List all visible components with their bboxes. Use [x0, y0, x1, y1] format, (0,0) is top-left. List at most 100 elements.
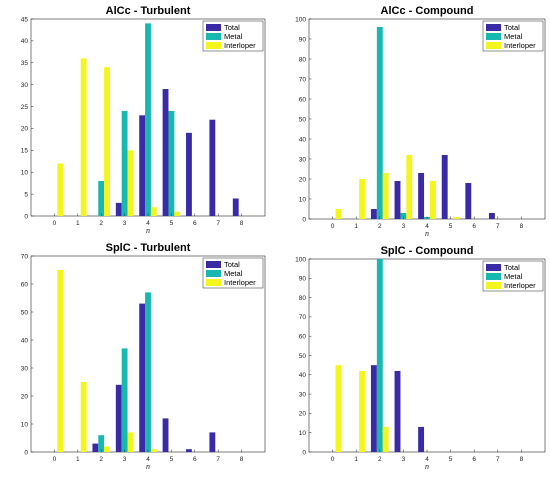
legend-swatch-interloper	[486, 282, 501, 289]
x-tick-label: 3	[123, 220, 127, 227]
y-tick-label: 50	[299, 353, 307, 360]
legend-swatch-metal	[486, 273, 501, 280]
y-tick-label: 0	[24, 213, 28, 220]
bar-total-n2	[92, 443, 99, 452]
legend-label-metal: Metal	[504, 272, 523, 281]
y-tick-label: 50	[299, 116, 307, 123]
x-tick-label: 5	[449, 456, 453, 463]
x-tick-label: 7	[216, 456, 220, 463]
bar-interloper-n3	[127, 150, 134, 216]
y-tick-label: 10	[299, 196, 307, 203]
y-tick-label: 10	[299, 430, 307, 437]
chart-title: AlCc - Compound	[381, 5, 474, 17]
legend-swatch-total	[206, 24, 221, 31]
x-tick-label: 1	[354, 456, 358, 463]
x-tick-label: 0	[331, 456, 335, 463]
bar-metal-n3	[121, 348, 128, 452]
y-tick-label: 60	[21, 281, 29, 288]
y-tick-label: 100	[295, 16, 306, 23]
legend-label-interloper: Interloper	[504, 281, 536, 290]
bar-interloper-n3	[406, 155, 413, 219]
legend-swatch-metal	[206, 270, 221, 277]
bar-interloper-n4	[150, 449, 157, 452]
y-tick-label: 0	[302, 449, 306, 456]
x-tick-label: 8	[520, 456, 524, 463]
bar-interloper-n2	[104, 67, 110, 217]
chart-panel-3: 0 10 20 30 40 50 60 70 0 1 2 3 4 5 6 7 8 n SplC - Turbulen…	[21, 242, 266, 471]
y-tick-label: 10	[21, 170, 29, 177]
bar-total-n4	[139, 303, 146, 452]
bar-metal-n2	[376, 259, 383, 452]
x-tick-label: 8	[520, 223, 524, 230]
bar-interloper-n2	[104, 446, 110, 452]
bar-total-n3	[394, 181, 401, 219]
x-tick-label: 2	[378, 456, 382, 463]
bar-total-n3	[394, 370, 401, 452]
bar-total-n8	[232, 198, 239, 216]
bar-metal-n2	[376, 27, 383, 219]
bar-total-n5	[441, 155, 448, 219]
x-tick-label: 2	[99, 456, 103, 463]
legend-label-interloper: Interloper	[224, 41, 256, 50]
legend-swatch-metal	[206, 33, 221, 40]
legend-label-interloper: Interloper	[224, 278, 256, 287]
legend-label-total: Total	[504, 23, 520, 32]
x-tick-label: 7	[496, 456, 500, 463]
y-tick-label: 80	[299, 295, 307, 302]
bar-interloper-n3	[127, 432, 134, 452]
legend-label-metal: Metal	[224, 269, 243, 278]
bar-interloper-n1	[80, 58, 87, 217]
x-tick-label: 5	[449, 223, 453, 230]
y-tick-label: 35	[21, 60, 29, 67]
x-tick-label: 1	[76, 220, 80, 227]
y-tick-label: 20	[299, 176, 307, 183]
legend-label-total: Total	[504, 263, 520, 272]
y-tick-label: 90	[299, 276, 307, 283]
x-tick-label: 3	[402, 223, 406, 230]
legend-label-total: Total	[224, 23, 240, 32]
chart-title: SplC - Turbulent	[106, 242, 191, 254]
bar-total-n6	[465, 183, 472, 219]
bar-metal-n3	[121, 110, 128, 216]
bar-interloper-n4	[429, 181, 436, 219]
y-tick-label: 40	[299, 136, 307, 143]
legend-swatch-total	[486, 264, 501, 271]
bar-total-n6	[186, 132, 192, 216]
x-tick-label: 6	[472, 223, 476, 230]
legend-label-interloper: Interloper	[504, 41, 536, 50]
bar-total-n2	[370, 365, 377, 452]
x-tick-label: 4	[146, 456, 150, 463]
y-tick-label: 70	[299, 76, 307, 83]
y-tick-label: 40	[21, 337, 29, 344]
y-tick-label: 20	[21, 126, 29, 133]
y-tick-label: 100	[295, 256, 306, 263]
x-axis-label: n	[146, 462, 150, 471]
plot-area	[308, 18, 546, 220]
x-tick-label: 6	[472, 456, 476, 463]
y-tick-label: 40	[299, 372, 307, 379]
bar-metal-n5	[168, 110, 175, 216]
chart-panel-2: 0 10 20 30 40 50 60 70 80 90 100 0 1 2 3 4 5 6 7 8 n AlCc - C…	[295, 5, 546, 238]
legend-swatch-total	[206, 261, 221, 268]
chart-panel-4: 0 10 20 30 40 50 60 70 80 90 100 0 1 2 3 4 5 6 7 8 n SplC - C…	[295, 245, 546, 471]
bar-total-n5	[162, 418, 169, 452]
x-tick-label: 2	[378, 223, 382, 230]
y-tick-label: 70	[299, 314, 307, 321]
y-tick-label: 60	[299, 334, 307, 341]
x-tick-label: 5	[170, 456, 174, 463]
bar-total-n2	[370, 209, 377, 219]
y-tick-label: 30	[299, 156, 307, 163]
bar-interloper-n4	[150, 207, 157, 216]
x-tick-label: 3	[123, 456, 127, 463]
x-tick-label: 1	[354, 223, 358, 230]
x-axis-label: n	[425, 229, 429, 238]
y-tick-label: 5	[24, 191, 28, 198]
y-tick-label: 0	[24, 449, 28, 456]
chart-title: SplC - Compound	[381, 245, 474, 257]
